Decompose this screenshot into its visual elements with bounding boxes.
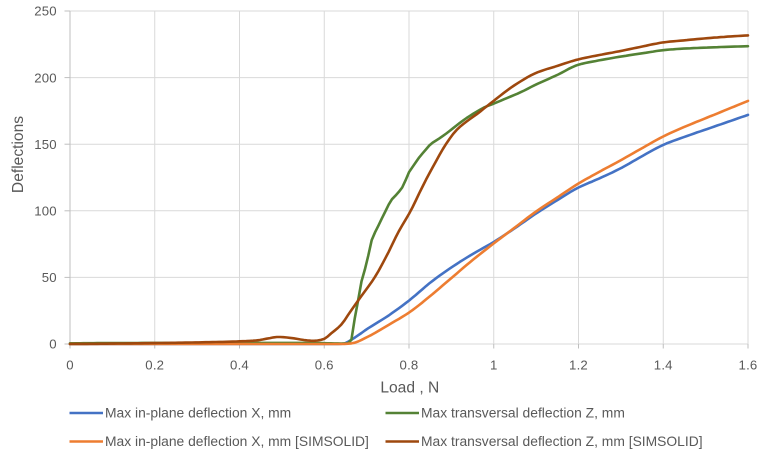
svg-text:150: 150 (34, 137, 57, 152)
svg-text:0.2: 0.2 (145, 357, 164, 372)
svg-text:1.6: 1.6 (739, 357, 758, 372)
svg-text:Deflections: Deflections (10, 116, 27, 193)
svg-text:100: 100 (34, 204, 57, 219)
svg-text:Load , N: Load , N (380, 380, 439, 397)
svg-text:200: 200 (34, 70, 57, 85)
svg-text:Max in-plane deflection X, mm: Max in-plane deflection X, mm [SIMSOLID] (105, 433, 369, 449)
svg-text:1.2: 1.2 (569, 357, 588, 372)
svg-text:0.8: 0.8 (400, 357, 419, 372)
svg-text:0: 0 (66, 357, 74, 372)
svg-text:Max transversal deflection Z,: Max transversal deflection Z, mm [SIMSOL… (421, 433, 703, 449)
svg-text:1.4: 1.4 (654, 357, 673, 372)
svg-text:50: 50 (42, 270, 57, 285)
svg-text:0.4: 0.4 (230, 357, 249, 372)
svg-text:0: 0 (49, 337, 57, 352)
svg-text:1: 1 (490, 357, 498, 372)
svg-text:0.6: 0.6 (315, 357, 334, 372)
svg-text:Max in-plane deflection X, mm: Max in-plane deflection X, mm (105, 404, 291, 420)
svg-text:Max transversal deflection Z,: Max transversal deflection Z, mm (421, 404, 625, 420)
svg-text:250: 250 (34, 4, 57, 19)
